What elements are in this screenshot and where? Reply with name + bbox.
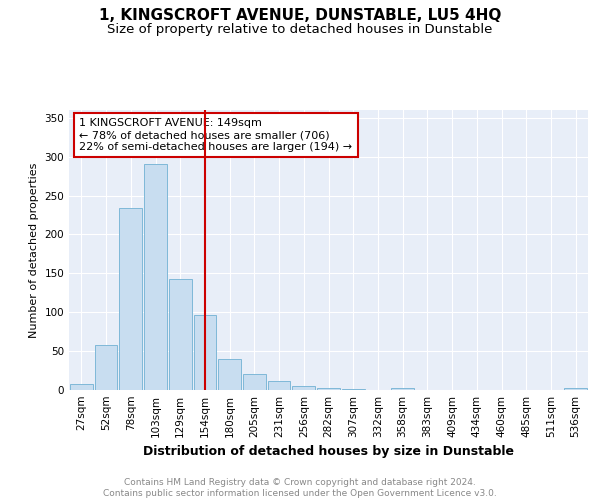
Bar	[169, 279, 191, 390]
Bar	[317, 388, 340, 390]
Text: 1, KINGSCROFT AVENUE, DUNSTABLE, LU5 4HQ: 1, KINGSCROFT AVENUE, DUNSTABLE, LU5 4HQ	[99, 8, 501, 22]
Text: Contains HM Land Registry data © Crown copyright and database right 2024.
Contai: Contains HM Land Registry data © Crown c…	[103, 478, 497, 498]
Bar	[194, 314, 216, 390]
X-axis label: Distribution of detached houses by size in Dunstable: Distribution of detached houses by size …	[143, 446, 514, 458]
Bar	[292, 386, 315, 390]
Bar	[564, 388, 587, 390]
Bar	[95, 345, 118, 390]
Y-axis label: Number of detached properties: Number of detached properties	[29, 162, 39, 338]
Bar	[342, 389, 365, 390]
Bar	[119, 208, 142, 390]
Bar	[268, 380, 290, 390]
Text: Size of property relative to detached houses in Dunstable: Size of property relative to detached ho…	[107, 22, 493, 36]
Bar	[70, 384, 93, 390]
Bar	[243, 374, 266, 390]
Bar	[391, 388, 414, 390]
Bar	[218, 359, 241, 390]
Bar	[144, 164, 167, 390]
Text: 1 KINGSCROFT AVENUE: 149sqm
← 78% of detached houses are smaller (706)
22% of se: 1 KINGSCROFT AVENUE: 149sqm ← 78% of det…	[79, 118, 353, 152]
